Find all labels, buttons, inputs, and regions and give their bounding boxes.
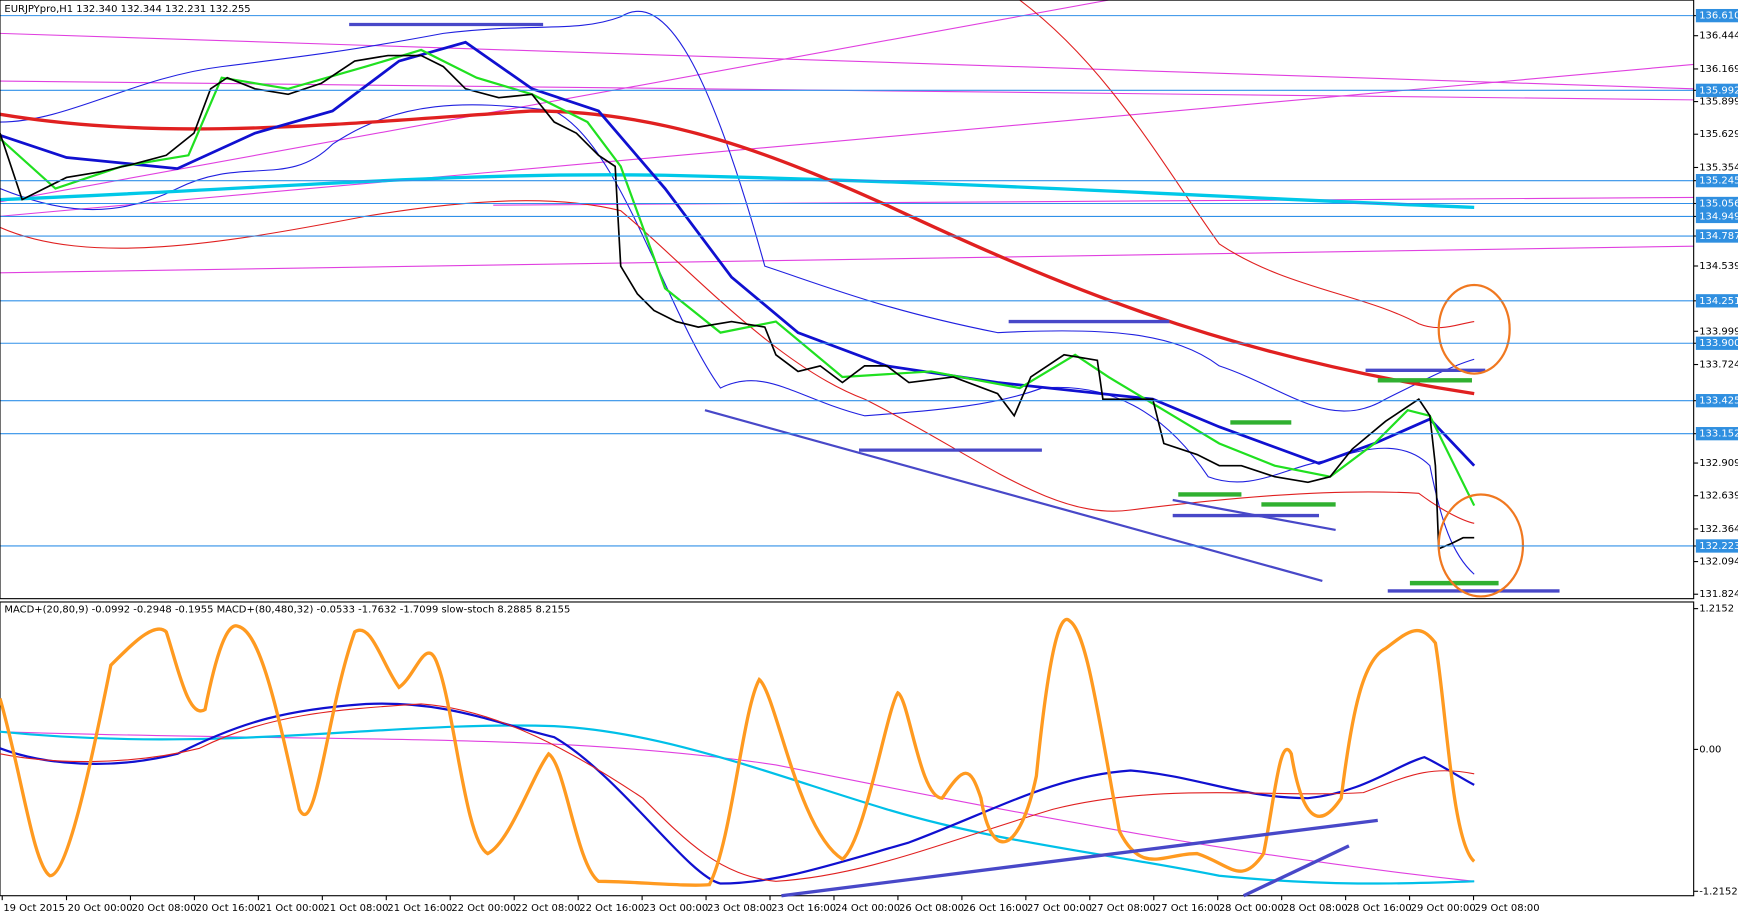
drawn-green-levels: [1178, 378, 1499, 586]
macd-signal: [0, 703, 1475, 882]
price-label: 133.724: [1699, 360, 1738, 371]
price-label: 133.152: [1699, 429, 1738, 440]
price-label-bg: [1695, 209, 1738, 224]
price-label: 132.094: [1699, 557, 1738, 568]
price-bars: [0, 54, 1475, 551]
time-label: 20 Oct 16:00: [196, 903, 261, 914]
main-chart: [0, 0, 1694, 598]
ma-cyan: [0, 173, 1475, 210]
indicator-header: MACD+(20,80,9) -0.0992 -0.2948 -0.1955 M…: [4, 605, 570, 616]
trend-line: [0, 245, 1694, 274]
main-frame: [0, 0, 1695, 600]
trend-line: [0, 0, 1109, 203]
indicator-axis-label: -1.2152: [1699, 886, 1737, 897]
time-label: 19 Oct 2015: [3, 903, 65, 914]
price-label: 136.169: [1699, 64, 1738, 75]
price-label: 133.425: [1699, 396, 1738, 407]
price-label-bg: [1695, 294, 1738, 308]
time-label: 29 Oct 08:00: [1475, 903, 1540, 914]
envelope-red: [0, 200, 1475, 524]
price-label: 134.949: [1699, 211, 1738, 222]
time-label: 20 Oct 00:00: [68, 903, 133, 914]
price-label-bg: [1695, 8, 1738, 23]
drawn-levels: [349, 22, 1560, 593]
time-label: 23 Oct 00:00: [643, 903, 708, 914]
price-label: 135.245: [1699, 176, 1738, 187]
trend: [704, 409, 1323, 582]
time-label: 27 Oct 08:00: [1091, 903, 1156, 914]
time-label: 23 Oct 16:00: [771, 903, 836, 914]
macd-fast: [0, 702, 1475, 885]
trend-line: [0, 63, 1694, 217]
stochastic: [0, 617, 1476, 887]
time-label: 21 Oct 00:00: [259, 903, 324, 914]
highlight-circle: [1437, 283, 1511, 375]
price-label: 136.610: [1699, 11, 1738, 22]
price-label-bg: [1695, 394, 1738, 408]
price-label: 135.354: [1699, 162, 1738, 173]
trend-line: [0, 32, 1694, 90]
price-label: 132.223: [1699, 541, 1738, 552]
price-label: 133.900: [1699, 338, 1738, 349]
bollinger-upper: [0, 10, 1475, 412]
time-label: 27 Oct 00:00: [1027, 903, 1092, 914]
time-label: 28 Oct 16:00: [1347, 903, 1412, 914]
price-label: 135.899: [1699, 97, 1738, 108]
price-label: 132.639: [1699, 491, 1738, 502]
indicator-axis-label: 0.00: [1699, 744, 1721, 755]
time-label: 26 Oct 08:00: [899, 903, 964, 914]
time-label: 29 Oct 00:00: [1411, 903, 1476, 914]
drawn-trend: [781, 818, 1378, 898]
price-label: 134.787: [1699, 231, 1738, 242]
signal-magenta: [0, 731, 1475, 882]
price-label-bg: [1695, 229, 1738, 243]
time-label: 21 Oct 08:00: [323, 903, 388, 914]
price-label-bg: [1695, 427, 1738, 441]
time-label: 28 Oct 08:00: [1283, 903, 1348, 914]
price-label: 134.539: [1699, 261, 1738, 272]
price-label-bg: [1695, 336, 1738, 350]
ma-blue: [0, 40, 1476, 467]
price-label: 132.909: [1699, 458, 1738, 469]
price-label: 134.251: [1699, 296, 1738, 307]
price-label-bg: [1695, 174, 1738, 188]
time-label: 22 Oct 00:00: [451, 903, 516, 914]
price-label: 132.364: [1699, 524, 1738, 535]
indicator-axis-label: 1.2152: [1699, 604, 1734, 615]
time-label: 21 Oct 16:00: [387, 903, 452, 914]
price-label-bg: [1695, 83, 1738, 97]
envelope-red-upper: [1019, 0, 1475, 329]
time-label: 20 Oct 08:00: [132, 903, 197, 914]
time-label: 22 Oct 08:00: [515, 903, 580, 914]
price-label: 135.992: [1699, 85, 1738, 96]
time-label: 24 Oct 00:00: [835, 903, 900, 914]
price-label: 131.824: [1699, 589, 1738, 600]
price-label: 135.056: [1699, 199, 1738, 210]
price-label-bg: [1695, 539, 1738, 553]
price-label: 133.999: [1699, 326, 1738, 337]
time-label: 22 Oct 16:00: [579, 903, 644, 914]
time-label: 27 Oct 16:00: [1155, 903, 1220, 914]
ma-red: [0, 109, 1475, 396]
indicator-window: [0, 617, 1476, 898]
price-label-bg: [1695, 196, 1738, 211]
chart-header: EURJPYpro,H1 132.340 132.344 132.231 132…: [4, 4, 250, 15]
time-label: 23 Oct 08:00: [707, 903, 772, 914]
ma-green: [0, 48, 1476, 507]
drawn-trend: [1242, 844, 1350, 898]
price-label: 136.444: [1699, 31, 1738, 42]
time-label: 28 Oct 00:00: [1219, 903, 1284, 914]
price-label: 135.629: [1699, 129, 1738, 140]
trend: [1172, 498, 1336, 532]
time-label: 26 Oct 16:00: [963, 903, 1028, 914]
